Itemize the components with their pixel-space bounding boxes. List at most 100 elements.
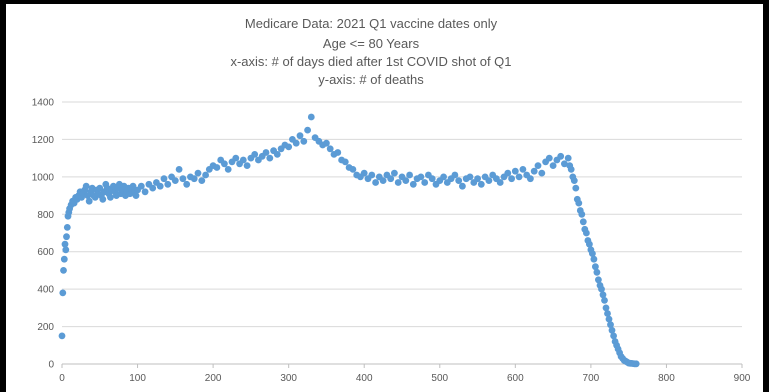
data-point [387,175,395,183]
data-point [221,160,228,168]
data-point [549,162,557,170]
data-point [273,151,281,158]
x-tick-label: 100 [129,373,146,384]
data-point [239,156,247,164]
data-point [171,177,179,185]
data-point [179,175,187,183]
data-point [417,173,425,181]
x-tick-label: 800 [658,373,675,384]
data-point [60,267,67,274]
data-point [372,179,379,186]
x-tick-label: 500 [431,373,448,384]
data-point [477,180,485,188]
data-point [61,240,69,248]
data-point [586,240,593,248]
data-point [326,145,334,153]
data-point [530,167,538,175]
data-point [285,143,293,151]
data-point [334,149,342,156]
data-point [538,169,546,177]
data-point [341,158,349,166]
data-point [349,166,357,173]
title-line-4: y-axis: # of deaths [318,72,424,87]
data-point [428,175,436,183]
data-point [466,173,474,181]
gridlines [62,101,742,365]
data-point [545,154,553,162]
data-point [379,177,387,185]
x-axis-ticks: 0 100 200 300 400 500 600 700 800 900 [59,364,751,384]
data-point [409,180,417,188]
y-tick-label: 1200 [32,135,55,146]
data-point [300,137,308,145]
data-point [63,224,71,231]
data-point [198,177,206,185]
data-points [58,113,640,368]
y-tick-label: 1400 [32,98,55,109]
data-point [149,184,157,192]
x-tick-label: 700 [583,373,600,384]
data-point [455,177,463,185]
title-line-3: x-axis: # of days died after 1st COVID s… [230,54,511,69]
data-point [496,179,504,186]
x-tick-label: 0 [59,373,65,384]
data-point [589,250,596,257]
data-point [63,233,70,241]
data-point [58,332,66,340]
data-point [156,182,164,190]
data-point [202,171,210,179]
x-tick-label: 900 [734,373,751,384]
data-point [605,315,613,323]
scatter-chart: Medicare Data: 2021 Q1 vaccine dates onl… [32,16,751,384]
data-point [557,152,565,160]
data-point [394,179,402,186]
y-tick-label: 1000 [32,172,55,183]
y-axis-ticks: 0 200 400 600 800 1000 1200 1400 [32,98,55,371]
data-point [232,154,240,162]
data-point [368,171,376,179]
data-point [595,276,602,284]
data-point [607,321,614,329]
data-point [598,285,605,293]
data-point [164,180,172,188]
x-tick-label: 200 [205,373,222,384]
y-tick-label: 400 [37,285,54,296]
data-point [323,139,330,147]
data-point [402,177,410,185]
data-point [459,182,466,190]
data-point [511,167,519,175]
data-point [82,182,90,190]
data-point [593,268,601,276]
data-point [307,113,315,121]
data-point [59,289,67,297]
data-point [508,175,515,183]
chart-frame: Medicare Data: 2021 Q1 vaccine dates onl… [6,4,763,392]
data-point [534,162,542,170]
data-point [62,246,70,254]
data-point [132,192,140,200]
x-tick-label: 400 [356,373,373,384]
data-point [160,175,168,183]
data-point [137,182,145,190]
data-point [141,188,149,196]
chart-title: Medicare Data: 2021 Q1 vaccine dates onl… [230,16,511,87]
data-point [99,195,107,203]
data-point [527,175,534,183]
data-point [96,184,104,192]
y-tick-label: 0 [48,360,54,371]
data-point [575,199,583,207]
data-point [440,173,447,181]
x-tick-label: 300 [280,373,297,384]
data-point [175,166,183,173]
data-point [406,171,413,179]
data-point [183,180,191,188]
data-point [583,229,590,237]
data-point [610,332,617,340]
data-point [292,139,300,147]
data-point [515,173,523,181]
x-tick-label: 600 [507,373,524,384]
y-tick-label: 200 [37,322,54,333]
data-point [602,304,610,312]
data-point [213,164,221,171]
data-point [304,126,311,134]
